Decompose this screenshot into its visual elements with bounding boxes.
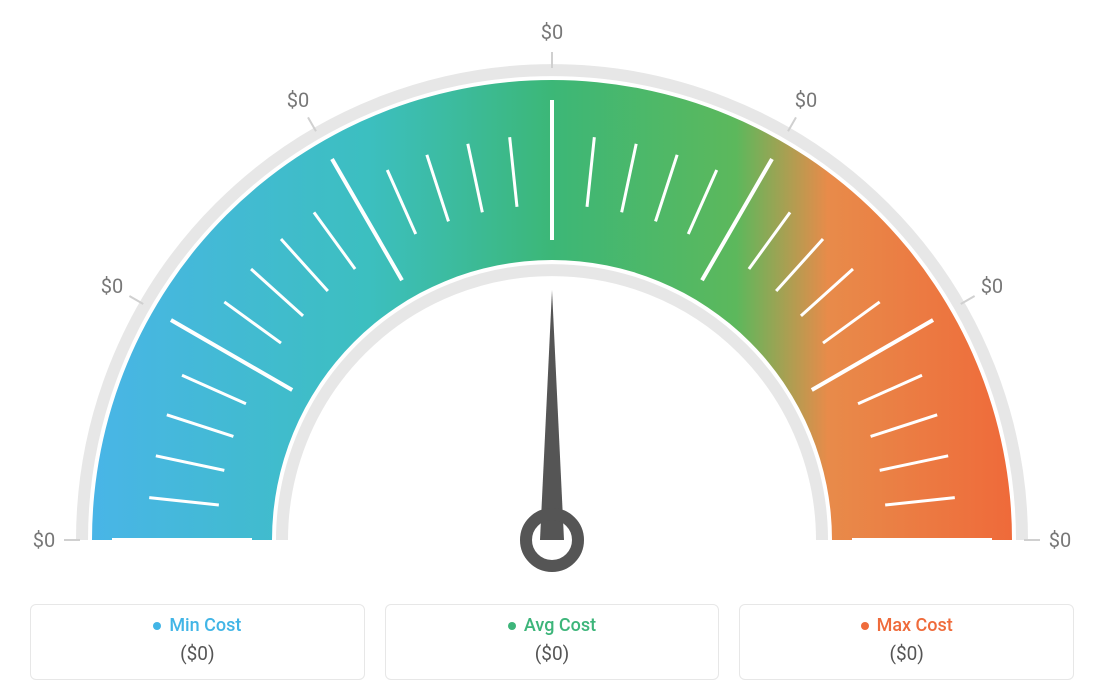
legend-card-min: Min Cost ($0)	[30, 604, 365, 680]
legend-label-max: Max Cost	[877, 615, 953, 636]
gauge-svg	[52, 20, 1052, 580]
gauge-tick-label: $0	[795, 88, 817, 112]
gauge: $0$0$0$0$0$0$0	[52, 20, 1052, 580]
legend-dot-avg	[508, 622, 516, 630]
gauge-tick-label: $0	[541, 20, 563, 44]
cost-gauge-container: $0 $0 $0 $0 $0 $0 $0 Min Cost ($0) Avg Cost ($…	[0, 0, 1104, 690]
gauge-tick-label: $0	[101, 274, 123, 298]
legend-value-avg: ($0)	[398, 642, 707, 665]
gauge-needle	[540, 290, 564, 540]
gauge-tick-label: $0	[981, 274, 1003, 298]
legend-card-avg: Avg Cost ($0)	[385, 604, 720, 680]
legend-label-avg: Avg Cost	[524, 615, 596, 636]
legend-dot-min	[153, 622, 161, 630]
legend-card-max: Max Cost ($0)	[739, 604, 1074, 680]
legend-row: Min Cost ($0) Avg Cost ($0) Max Cost ($0…	[0, 604, 1104, 680]
legend-label-min: Min Cost	[169, 615, 241, 636]
legend-value-max: ($0)	[752, 642, 1061, 665]
gauge-tick-label: $0	[33, 528, 55, 552]
legend-dot-max	[861, 622, 869, 630]
gauge-tick-label: $0	[287, 88, 309, 112]
legend-value-min: ($0)	[43, 642, 352, 665]
gauge-tick-label: $0	[1049, 528, 1071, 552]
